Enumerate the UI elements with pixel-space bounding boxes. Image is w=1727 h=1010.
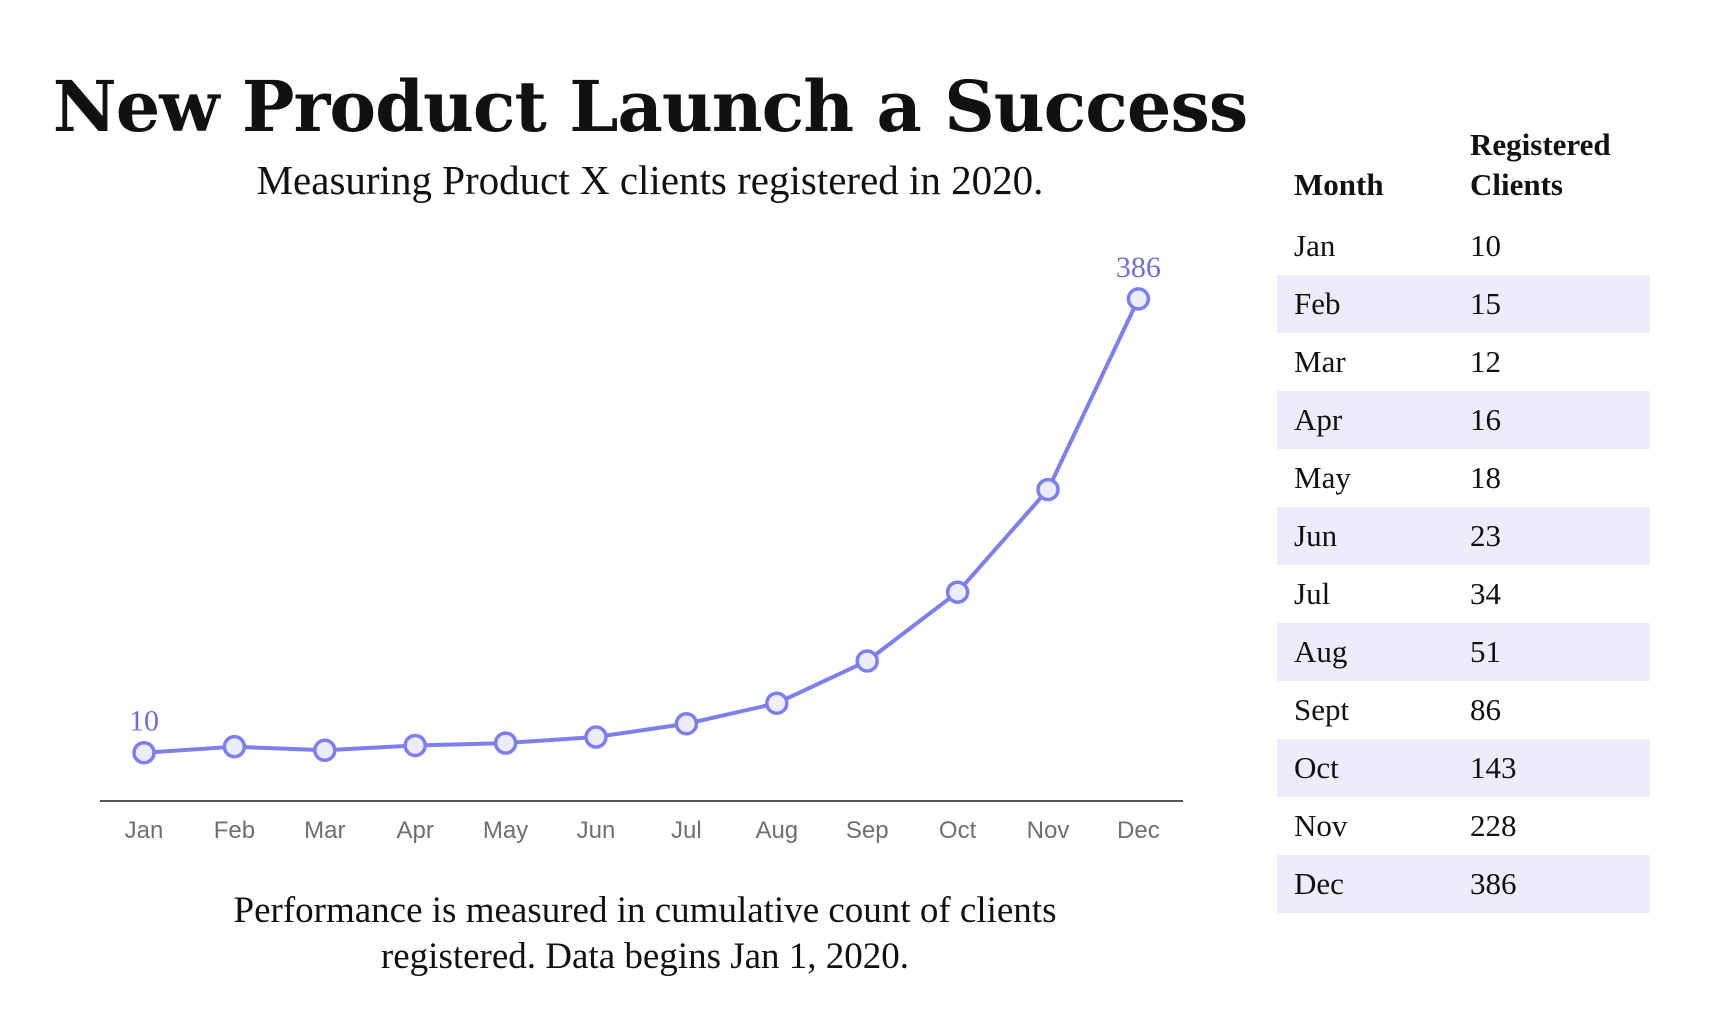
table-row: Jan 10 <box>1277 217 1650 275</box>
table-row: Jun 23 <box>1277 507 1650 565</box>
month-cell: Nov <box>1294 808 1348 843</box>
data-point-jun <box>584 725 608 749</box>
data-point-dec <box>1126 287 1151 311</box>
data-point-may <box>493 731 518 755</box>
data-label-dec: 386 <box>1116 251 1161 284</box>
table-row: Apr 16 <box>1277 391 1650 449</box>
x-tick-label-mar: Mar <box>304 817 345 844</box>
x-tick-label-sep: Sep <box>846 817 889 844</box>
data-table: Month Registered Clients Jan 10 Feb 15 Mar… <box>1277 125 1650 913</box>
clients-header-line-1: Registered <box>1470 127 1611 162</box>
table-row: Jul 34 <box>1277 565 1650 623</box>
table-row: Mar 12 <box>1277 333 1650 391</box>
data-point-aug <box>765 691 789 715</box>
month-cell: Mar <box>1294 344 1346 379</box>
month-cell: Feb <box>1277 275 1470 333</box>
series-line <box>143 298 1141 755</box>
month-cell: Jan <box>1294 228 1336 263</box>
clients-cell: 34 <box>1470 576 1501 611</box>
x-tick-label-oct: Oct <box>939 817 977 844</box>
month-cell: May <box>1294 460 1351 495</box>
month-cell: Jun <box>1277 507 1470 565</box>
x-tick-label-may: May <box>483 817 528 844</box>
x-tick-label-dec: Dec <box>1117 817 1160 844</box>
x-tick-label-jun: Jun <box>577 817 616 844</box>
table-row: May 18 <box>1277 449 1650 507</box>
month-cell: Apr <box>1277 391 1470 449</box>
data-label-jan: 10 <box>129 705 159 738</box>
data-point-feb <box>222 734 247 759</box>
table-row: Feb 15 <box>1277 275 1650 333</box>
clients-header-line-2: Clients <box>1470 167 1563 202</box>
x-axis-ticks: Jan Feb Mar Apr May Jun Jul Aug Sep Oct Nov Dec <box>125 817 1160 844</box>
month-cell: Oct <box>1277 739 1470 797</box>
data-point-sep <box>855 649 879 673</box>
clients-cell: 12 <box>1470 344 1501 379</box>
x-tick-label-feb: Feb <box>214 817 255 844</box>
caption-line-2: registered. Data begins Jan 1, 2020. <box>380 936 910 977</box>
x-tick-label-aug: Aug <box>755 817 798 844</box>
data-labels: 10 386 <box>129 251 1161 738</box>
caption-line-1: Performance is measured in cumulative co… <box>233 890 1057 931</box>
line-chart: Jan Feb Mar Apr May Jun Jul Aug Sep Oct Nov Dec 10 3… <box>100 251 1183 844</box>
data-point-mar <box>313 738 337 763</box>
clients-cell: 23 <box>1470 507 1650 565</box>
table-row: Sept 86 <box>1277 681 1650 739</box>
data-point-apr <box>403 733 427 758</box>
x-tick-label-apr: Apr <box>397 817 434 844</box>
x-tick-label-jan: Jan <box>125 817 164 844</box>
chart-subtitle: Measuring Product X clients registered i… <box>256 157 1044 203</box>
month-cell: Sept <box>1294 692 1350 727</box>
data-point-jul <box>674 712 699 736</box>
clients-cell: 18 <box>1470 460 1501 495</box>
data-point-oct <box>945 580 970 604</box>
x-tick-label-jul: Jul <box>671 817 702 844</box>
clients-column-header: Registered Clients <box>1470 125 1650 217</box>
month-cell: Jul <box>1294 576 1331 611</box>
month-cell: Aug <box>1277 623 1470 681</box>
data-points <box>132 287 1151 765</box>
table-row: Dec 386 <box>1277 855 1650 913</box>
chart-caption: Performance is measured in cumulative co… <box>90 888 1200 980</box>
table-header-row: Month Registered Clients <box>1277 125 1650 217</box>
table-row: Aug 51 <box>1277 623 1650 681</box>
table-row: Nov 228 <box>1277 797 1650 855</box>
month-cell: Dec <box>1277 855 1470 913</box>
clients-cell: 51 <box>1470 623 1650 681</box>
clients-cell: 16 <box>1470 391 1650 449</box>
clients-cell: 228 <box>1470 808 1517 843</box>
clients-cell: 386 <box>1470 855 1650 913</box>
clients-cell: 10 <box>1470 228 1501 263</box>
month-column-header: Month <box>1294 167 1384 202</box>
table-row: Oct 143 <box>1277 739 1650 797</box>
x-tick-label-nov: Nov <box>1027 817 1070 844</box>
clients-cell: 143 <box>1470 739 1650 797</box>
chart-title: New Product Launch a Success <box>52 65 1249 148</box>
data-point-nov <box>1036 477 1060 502</box>
clients-cell: 15 <box>1470 275 1650 333</box>
clients-cell: 86 <box>1470 692 1501 727</box>
data-point-jan <box>132 740 156 765</box>
